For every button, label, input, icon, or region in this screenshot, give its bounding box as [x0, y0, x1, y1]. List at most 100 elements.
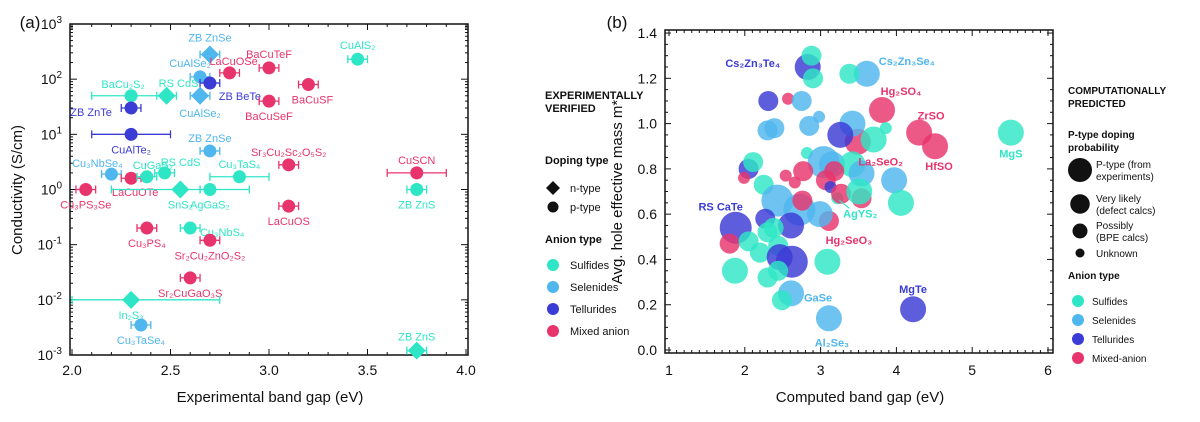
bubble-label: Al₂Se₃	[815, 337, 849, 349]
bubble	[764, 118, 785, 139]
p-type-marker	[223, 66, 237, 80]
legend-anion-label: Sulfides	[1092, 297, 1128, 308]
legend-swatch	[1072, 314, 1084, 326]
legend-prob-title: P-type doping	[1068, 130, 1135, 141]
legend-p-type: p-type	[570, 202, 601, 214]
data-point	[199, 76, 221, 90]
legend-prob-title: probability	[1068, 143, 1120, 154]
legend-prob-label: Possibly	[1096, 221, 1133, 232]
point-label: RS CdS	[161, 157, 201, 169]
bubble-label: GaSe	[804, 292, 832, 304]
bubble	[721, 257, 748, 284]
point-label: ZB ZnS	[398, 332, 435, 344]
bubble-label: La₂SeO₂	[858, 157, 903, 169]
bubble-label: Hg₂SO₄	[881, 86, 922, 98]
bubble	[763, 217, 784, 238]
bubble	[749, 242, 770, 263]
x-tick-label: 5	[968, 362, 976, 378]
data-point	[199, 144, 221, 158]
n-type-marker	[407, 341, 426, 360]
bubble	[738, 171, 751, 184]
data-point	[91, 127, 172, 141]
legend-size-marker	[1075, 248, 1085, 258]
p-type-marker	[203, 76, 217, 90]
bubble	[881, 167, 908, 194]
bubble-label: HfSO	[925, 161, 953, 173]
bubble	[846, 178, 873, 205]
y-tick-label: 0.4	[638, 251, 658, 267]
data-point	[156, 86, 178, 105]
y-tick-label: 10-2	[38, 291, 63, 308]
legend-prob-label: Unknown	[1096, 249, 1138, 260]
bubble	[900, 296, 927, 323]
point-label: ZB BeTe	[219, 91, 261, 103]
bubble	[792, 190, 813, 211]
n-type-marker	[122, 290, 141, 309]
bubble	[887, 189, 914, 216]
pointer-arrow	[838, 199, 850, 209]
legend-anion-label: Tellurides	[570, 304, 617, 316]
point-label: LaCuOSe	[209, 56, 257, 68]
point-label: BaCuTeF	[246, 49, 292, 61]
data-point	[258, 94, 280, 108]
y-axis-label: Avg. hole effective mass m*	[609, 100, 626, 285]
p-type-marker	[79, 183, 93, 196]
bubble-label: Cs₂Zn₃Te₄	[725, 58, 780, 70]
n-type-marker	[200, 45, 219, 64]
diamond-icon	[546, 181, 560, 195]
legend-anion-label: Sulfides	[570, 260, 610, 272]
legend-swatch-sulfides	[547, 259, 559, 271]
data-point	[179, 221, 201, 235]
y-tick-label: 101	[41, 125, 63, 142]
point-label: Cu₃PS₄	[128, 238, 166, 250]
legend-size-marker	[1068, 158, 1092, 182]
y-tick-label: 102	[41, 70, 63, 87]
y-tick-label: 1.2	[638, 70, 658, 86]
bubble-label: AgYS₂	[843, 208, 877, 220]
circle-icon	[547, 201, 559, 213]
y-tick-label: 0.6	[638, 206, 658, 222]
data-point	[258, 61, 280, 75]
legend-swatch-selenides	[547, 281, 559, 293]
data-point	[179, 271, 201, 285]
n-type-marker	[171, 180, 190, 199]
p-type-marker	[262, 61, 276, 75]
p-type-marker	[124, 127, 138, 141]
y-tick-label: 0.8	[638, 161, 658, 177]
plot-frame	[664, 29, 1054, 354]
bubble	[799, 115, 820, 136]
legend-anion-title: Anion type	[545, 234, 602, 246]
x-tick-label: 2	[741, 362, 749, 378]
legend-title: COMPUTATIONALLY	[1068, 86, 1166, 97]
bubble	[768, 260, 789, 281]
bubble	[758, 90, 779, 111]
p-type-marker	[140, 170, 154, 184]
point-label: ZB ZnSe	[188, 133, 231, 145]
legend-swatch-tellurides	[547, 303, 559, 315]
legend-prob-label: P-type (from	[1096, 160, 1151, 171]
p-type-marker	[203, 183, 217, 196]
point-label: In₂S₃	[118, 310, 143, 322]
bubble	[814, 248, 841, 275]
legend-prob-label: (defect calcs)	[1096, 206, 1155, 217]
bubble	[879, 122, 892, 135]
bubble-label: ZrSO	[918, 111, 945, 123]
y-tick-label: 0.0	[638, 342, 658, 358]
bubble	[806, 201, 833, 228]
bubble-label: Hg₂SeO₃	[826, 235, 873, 247]
point-label: RS CdS	[159, 78, 199, 90]
point-label: ZB ZnTe	[70, 107, 112, 119]
n-type-marker	[191, 86, 210, 105]
data-point	[199, 45, 221, 64]
legend-anion-title: Anion type	[1068, 271, 1120, 282]
bubble-label: Cs₂Zn₃Se₄	[879, 56, 935, 68]
point-label: ZB ZnS	[398, 200, 435, 212]
bubble	[868, 97, 895, 124]
data-point	[297, 78, 319, 92]
n-type-marker	[157, 86, 176, 105]
y-tick-label: 0.2	[638, 297, 658, 313]
p-type-marker	[232, 170, 246, 184]
p-type-marker	[410, 166, 424, 180]
